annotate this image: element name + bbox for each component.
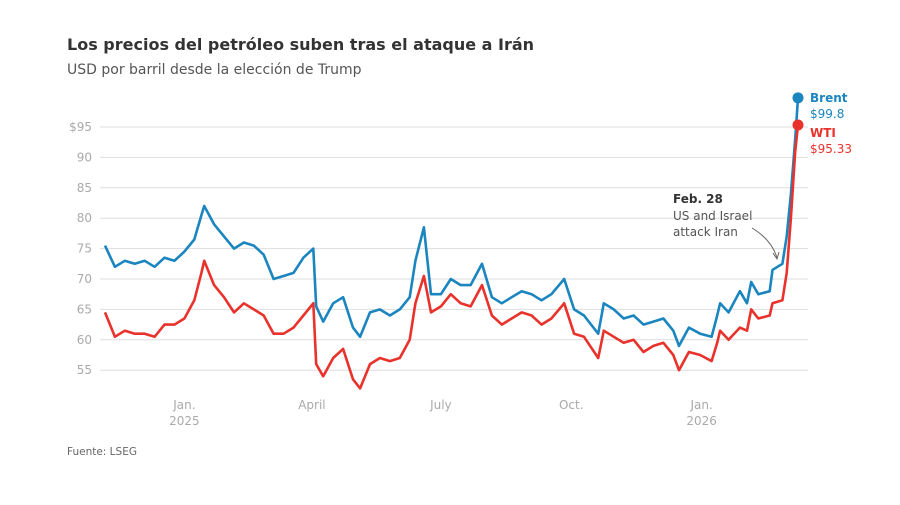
chart-subtitle: USD por barril desde la elección de Trum… <box>67 62 362 78</box>
y-tick-label: 55 <box>77 363 92 377</box>
series-line-brent <box>103 97 800 348</box>
y-tick-label: 70 <box>77 272 92 286</box>
annotation-arrow <box>751 227 778 259</box>
series-label: WTI <box>810 126 836 140</box>
series-value-label: $99.8 <box>810 107 844 121</box>
x-tick-label: July <box>429 398 452 412</box>
x-tick-label: Oct. <box>559 398 584 412</box>
y-tick-label: 80 <box>77 211 92 225</box>
source-note: Fuente: LSEG <box>67 446 137 458</box>
x-tick-year: 2026 <box>686 414 717 428</box>
series-value-label: $95.33 <box>810 142 852 156</box>
annotation-text: US and Israel <box>673 209 752 223</box>
annotation-title: Feb. 28 <box>673 192 723 206</box>
y-tick-label: 75 <box>77 242 92 256</box>
arrow-head-icon <box>772 251 780 261</box>
annotation-text: attack Iran <box>673 225 738 239</box>
x-tick-label: April <box>298 398 325 412</box>
x-tick-year: 2025 <box>169 414 200 428</box>
y-tick-label: 90 <box>77 150 92 164</box>
chart-title: Los precios del petróleo suben tras el a… <box>67 35 535 54</box>
series-line-wti <box>103 124 800 390</box>
x-tick-label: Jan. <box>689 398 712 412</box>
x-tick-label: Jan. <box>172 398 195 412</box>
y-tick-label: 65 <box>77 302 92 316</box>
y-tick-label: 85 <box>77 181 92 195</box>
end-point-wti <box>792 119 804 131</box>
y-tick-label: 60 <box>77 333 92 347</box>
end-point-brent <box>792 92 804 104</box>
y-tick-label: $95 <box>69 120 92 134</box>
series-label: Brent <box>810 91 848 105</box>
